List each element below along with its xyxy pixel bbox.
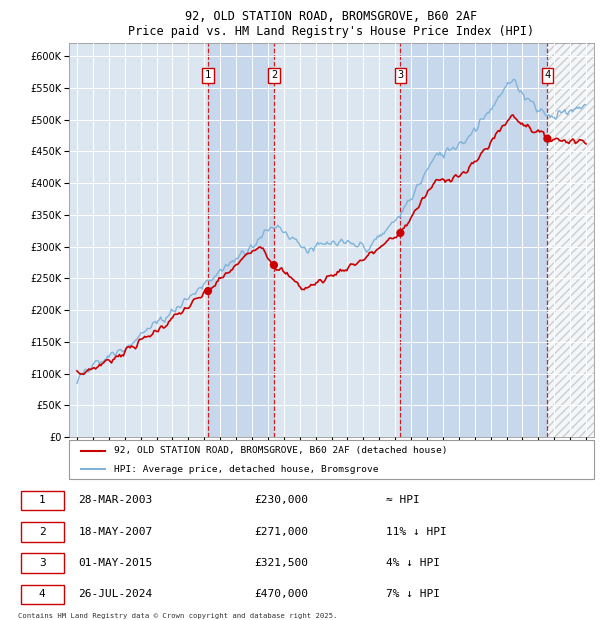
Text: 28-MAR-2003: 28-MAR-2003	[78, 495, 152, 505]
Text: 18-MAY-2007: 18-MAY-2007	[78, 527, 152, 537]
Text: 2: 2	[271, 70, 277, 80]
Text: £271,000: £271,000	[254, 527, 308, 537]
FancyBboxPatch shape	[69, 440, 594, 479]
Title: 92, OLD STATION ROAD, BROMSGROVE, B60 2AF
Price paid vs. HM Land Registry's Hous: 92, OLD STATION ROAD, BROMSGROVE, B60 2A…	[128, 10, 535, 38]
Text: 4: 4	[544, 70, 551, 80]
Text: HPI: Average price, detached house, Bromsgrove: HPI: Average price, detached house, Brom…	[113, 464, 378, 474]
Point	[395, 228, 405, 238]
Text: 3: 3	[39, 558, 46, 568]
Text: 2: 2	[39, 527, 46, 537]
Text: Contains HM Land Registry data © Crown copyright and database right 2025.
This d: Contains HM Land Registry data © Crown c…	[18, 613, 337, 620]
Text: 1: 1	[205, 70, 211, 80]
Point	[542, 134, 552, 144]
Bar	[208, 43, 274, 437]
Point	[269, 260, 279, 270]
Text: £321,500: £321,500	[254, 558, 308, 568]
Text: £470,000: £470,000	[254, 590, 308, 600]
Text: 11% ↓ HPI: 11% ↓ HPI	[386, 527, 447, 537]
FancyBboxPatch shape	[20, 490, 64, 510]
Text: ≈ HPI: ≈ HPI	[386, 495, 420, 505]
Text: 01-MAY-2015: 01-MAY-2015	[78, 558, 152, 568]
FancyBboxPatch shape	[20, 553, 64, 573]
Text: 3: 3	[397, 70, 404, 80]
Point	[203, 286, 213, 296]
Text: 4% ↓ HPI: 4% ↓ HPI	[386, 558, 440, 568]
Text: 92, OLD STATION ROAD, BROMSGROVE, B60 2AF (detached house): 92, OLD STATION ROAD, BROMSGROVE, B60 2A…	[113, 446, 447, 456]
Text: £230,000: £230,000	[254, 495, 308, 505]
Text: 26-JUL-2024: 26-JUL-2024	[78, 590, 152, 600]
Bar	[400, 43, 547, 437]
Text: 1: 1	[39, 495, 46, 505]
FancyBboxPatch shape	[20, 585, 64, 604]
Bar	[547, 43, 594, 437]
FancyBboxPatch shape	[20, 522, 64, 542]
Text: 4: 4	[39, 590, 46, 600]
Text: 7% ↓ HPI: 7% ↓ HPI	[386, 590, 440, 600]
